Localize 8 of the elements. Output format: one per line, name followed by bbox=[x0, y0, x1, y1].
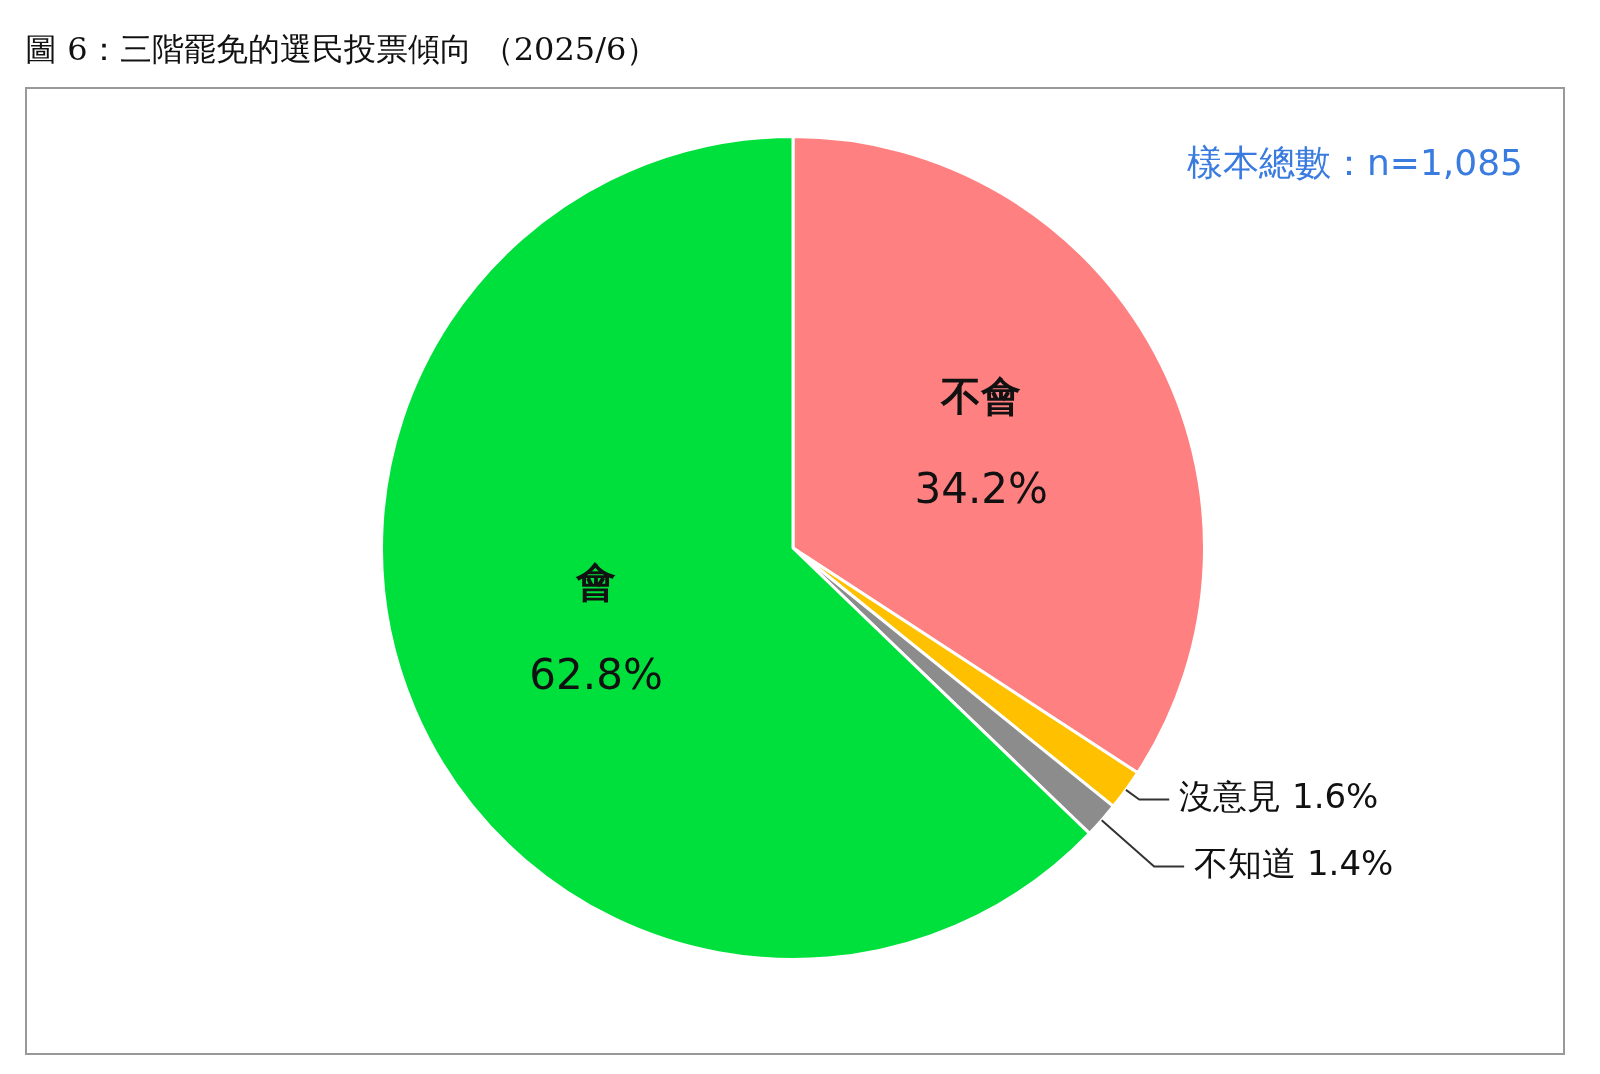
data-label: 34.2% bbox=[914, 464, 1048, 513]
slice-label: 會 bbox=[575, 559, 617, 606]
slice-label: 不知道 1.4% bbox=[1194, 843, 1394, 884]
slice-label: 沒意見 1.6% bbox=[1179, 776, 1379, 817]
text: 樣本總數：n=1,085 bbox=[1186, 141, 1523, 185]
slice-label: 不會 bbox=[940, 373, 1022, 420]
chart-title: 圖 6：三階罷免的選民投票傾向 （2025/6） bbox=[25, 29, 659, 70]
data-label: 62.8% bbox=[529, 649, 663, 699]
